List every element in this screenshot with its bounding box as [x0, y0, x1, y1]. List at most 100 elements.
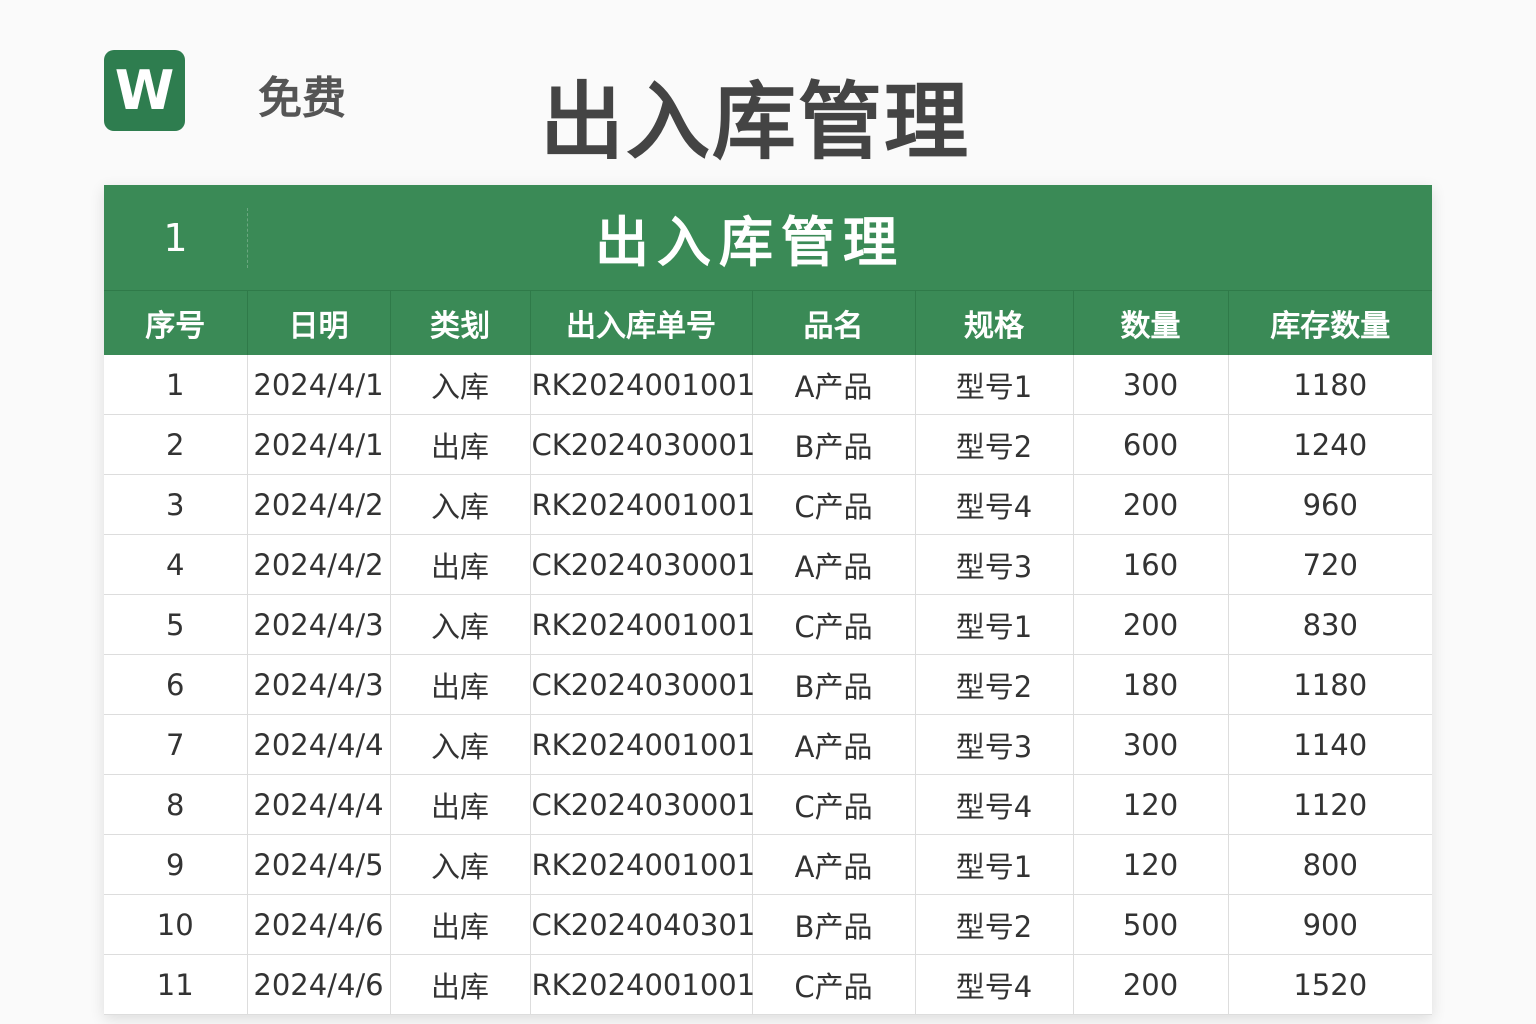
table-cell[interactable]: 1520 [1227, 954, 1432, 1015]
table-cell[interactable]: CK2024040301 [529, 894, 755, 955]
table-cell[interactable]: 2 [104, 414, 247, 475]
table-cell[interactable]: 1180 [1227, 654, 1432, 715]
column-header[interactable]: 库存数量 [1227, 290, 1432, 355]
table-row: 7 2024/4/4 入库 RK2024001001 A产品 型号3 300 1140 [104, 714, 1432, 775]
table-cell[interactable]: B产品 [751, 894, 915, 955]
table-cell[interactable]: 型号3 [914, 714, 1073, 775]
table-cell[interactable]: 出库 [389, 774, 530, 835]
table-cell[interactable]: 2024/4/6 [246, 954, 390, 1015]
table-cell[interactable]: 型号1 [914, 834, 1073, 895]
table-cell[interactable]: B产品 [751, 654, 915, 715]
table-cell[interactable]: 2024/4/1 [246, 355, 390, 415]
sheet-title: 出入库管理 [595, 211, 905, 274]
table-cell[interactable]: A产品 [751, 534, 915, 595]
table-cell[interactable]: 160 [1072, 534, 1228, 595]
table-cell[interactable]: 2024/4/3 [246, 654, 390, 715]
table-cell[interactable]: 入库 [389, 474, 530, 535]
table-cell[interactable]: 2024/4/1 [246, 414, 390, 475]
table-cell[interactable]: 200 [1072, 474, 1228, 535]
table-cell[interactable]: 3 [104, 474, 247, 535]
table-cell[interactable]: 4 [104, 534, 247, 595]
table-cell[interactable]: 300 [1072, 355, 1228, 415]
table-cell[interactable]: 2024/4/4 [246, 714, 390, 775]
table-cell[interactable]: 10 [104, 894, 247, 955]
table-cell[interactable]: 120 [1072, 834, 1228, 895]
table-cell[interactable]: 型号2 [914, 894, 1073, 955]
table-cell[interactable]: CK2024030001 [529, 534, 755, 595]
table-cell[interactable]: 1120 [1227, 774, 1432, 835]
table-cell[interactable]: 1140 [1227, 714, 1432, 775]
table-cell[interactable]: 7 [104, 714, 247, 775]
table-cell[interactable]: 9 [104, 834, 247, 895]
column-header[interactable]: 出入库单号 [529, 290, 752, 355]
table-cell[interactable]: RK2024001001 [529, 355, 755, 415]
table-cell[interactable]: CK2024030001 [529, 654, 755, 715]
table-cell[interactable]: 2024/4/3 [246, 594, 390, 655]
table-cell[interactable]: 入库 [389, 834, 530, 895]
table-cell[interactable]: 1240 [1227, 414, 1432, 475]
table-cell[interactable]: 2024/4/2 [246, 474, 390, 535]
column-header[interactable]: 序号 [104, 290, 247, 355]
table-cell[interactable]: A产品 [751, 714, 915, 775]
table-cell[interactable]: 2024/4/2 [246, 534, 390, 595]
table-cell[interactable]: C产品 [751, 474, 915, 535]
table-row: 1 2024/4/1 入库 RK2024001001 A产品 型号1 300 1180 [104, 355, 1432, 415]
table-cell[interactable]: 出库 [389, 654, 530, 715]
table-cell[interactable]: CK2024030001 [529, 414, 755, 475]
table-cell[interactable]: 入库 [389, 714, 530, 775]
table-cell[interactable]: A产品 [751, 355, 915, 415]
table-cell[interactable]: 5 [104, 594, 247, 655]
table-cell[interactable]: RK2024001001 [529, 834, 755, 895]
table-cell[interactable]: C产品 [751, 774, 915, 835]
table-cell[interactable]: 1 [104, 355, 247, 415]
column-header[interactable]: 日明 [246, 290, 390, 355]
table-cell[interactable]: 2024/4/5 [246, 834, 390, 895]
table-cell[interactable]: 1180 [1227, 355, 1432, 415]
table-cell[interactable]: 型号2 [914, 654, 1073, 715]
table-cell[interactable]: 800 [1227, 834, 1432, 895]
table-cell[interactable]: 入库 [389, 594, 530, 655]
table-cell[interactable]: RK2024001001 [529, 954, 755, 1015]
table-cell[interactable]: 出库 [389, 414, 530, 475]
table-cell[interactable]: B产品 [751, 414, 915, 475]
table-cell[interactable]: 型号1 [914, 594, 1073, 655]
table-cell[interactable]: 300 [1072, 714, 1228, 775]
table-cell[interactable]: 出库 [389, 894, 530, 955]
table-cell[interactable]: A产品 [751, 834, 915, 895]
table-cell[interactable]: 180 [1072, 654, 1228, 715]
column-header[interactable]: 品名 [751, 290, 915, 355]
table-cell[interactable]: C产品 [751, 594, 915, 655]
table-cell[interactable]: RK2024001001 [529, 714, 755, 775]
table-cell[interactable]: RK2024001001 [529, 474, 755, 535]
table-row: 3 2024/4/2 入库 RK2024001001 C产品 型号4 200 960 [104, 474, 1432, 535]
table-cell[interactable]: 720 [1227, 534, 1432, 595]
column-header[interactable]: 类刬 [389, 290, 530, 355]
table-cell[interactable]: 型号4 [914, 774, 1073, 835]
table-cell[interactable]: 200 [1072, 954, 1228, 1015]
table-cell[interactable]: 入库 [389, 355, 530, 415]
table-cell[interactable]: 500 [1072, 894, 1228, 955]
table-cell[interactable]: 出库 [389, 954, 530, 1015]
column-header[interactable]: 规格 [914, 290, 1073, 355]
table-cell[interactable]: 2024/4/4 [246, 774, 390, 835]
table-cell[interactable]: 6 [104, 654, 247, 715]
table-cell[interactable]: C产品 [751, 954, 915, 1015]
table-cell[interactable]: 型号4 [914, 474, 1073, 535]
table-cell[interactable]: 830 [1227, 594, 1432, 655]
table-cell[interactable]: 出库 [389, 534, 530, 595]
table-cell[interactable]: 600 [1072, 414, 1228, 475]
table-cell[interactable]: CK2024030001 [529, 774, 755, 835]
table-cell[interactable]: 120 [1072, 774, 1228, 835]
table-cell[interactable]: 型号2 [914, 414, 1073, 475]
table-cell[interactable]: 960 [1227, 474, 1432, 535]
table-cell[interactable]: 型号4 [914, 954, 1073, 1015]
table-cell[interactable]: 200 [1072, 594, 1228, 655]
column-header[interactable]: 数量 [1072, 290, 1228, 355]
table-cell[interactable]: RK2024001001 [529, 594, 755, 655]
table-cell[interactable]: 型号3 [914, 534, 1073, 595]
table-cell[interactable]: 900 [1227, 894, 1432, 955]
table-cell[interactable]: 型号1 [914, 355, 1073, 415]
table-cell[interactable]: 8 [104, 774, 247, 835]
table-cell[interactable]: 2024/4/6 [246, 894, 390, 955]
table-cell[interactable]: 11 [104, 954, 247, 1015]
